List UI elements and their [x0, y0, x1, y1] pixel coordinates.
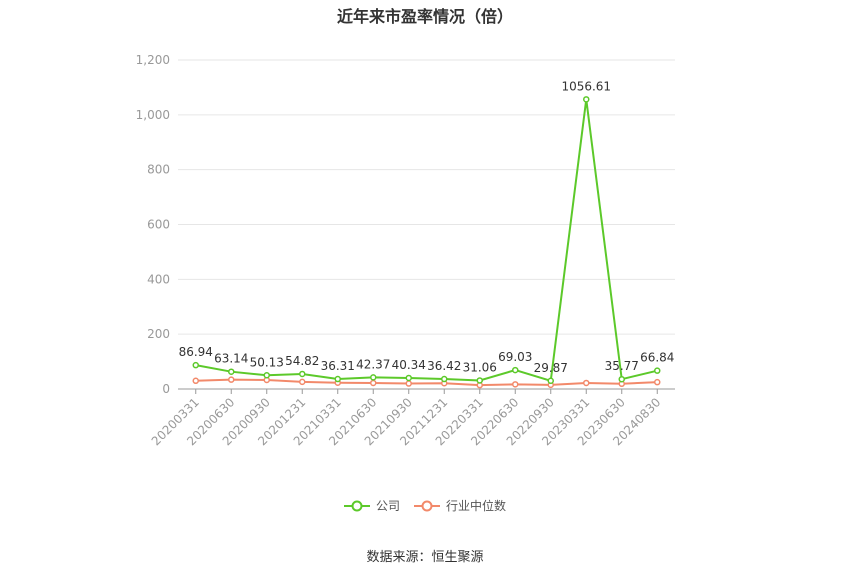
point-company[interactable] [512, 366, 519, 374]
data-label-company: 31.06 [463, 360, 497, 374]
point-company[interactable] [299, 370, 306, 378]
point-company[interactable] [654, 367, 661, 374]
point-industry-median[interactable] [512, 381, 519, 388]
data-label-company: 69.03 [498, 350, 532, 364]
point-industry-median[interactable] [654, 378, 661, 386]
point-company[interactable] [263, 372, 270, 379]
data-label-company: 50.13 [250, 355, 284, 369]
y-tick-label: 800 [147, 163, 170, 177]
point-company[interactable] [441, 375, 448, 383]
y-tick-label: 0 [162, 382, 170, 396]
y-tick-label: 1,000 [136, 108, 170, 122]
series-lines [192, 96, 661, 389]
legend-industry-marker [414, 500, 440, 511]
point-company[interactable] [192, 361, 199, 369]
data-label-company: 63.14 [214, 352, 248, 366]
data-label-company: 54.82 [285, 354, 319, 368]
point-company[interactable] [476, 377, 483, 384]
y-tick-label: 200 [147, 327, 170, 341]
legend-company-label: 公司 [375, 499, 400, 513]
data-label-company: 86.94 [179, 345, 213, 359]
axes: 02004006008001,0001,20020200331202006302… [136, 53, 675, 448]
series-line-company [195, 99, 658, 383]
y-tick-label: 600 [147, 218, 170, 232]
legend-item-company[interactable]: 公司 [343, 497, 400, 514]
point-industry-median[interactable] [405, 380, 412, 387]
legend-industry-label: 行业中位数 [446, 499, 507, 513]
point-company[interactable] [547, 377, 554, 385]
data-label-company: 1056.61 [561, 79, 611, 93]
series-line-industry-median [195, 378, 658, 387]
data-label-company: 29.87 [534, 361, 568, 375]
grid-lines [178, 59, 675, 335]
legend-item-industry-median[interactable]: 行业中位数 [414, 497, 506, 514]
data-label-company: 36.42 [427, 359, 461, 373]
point-company[interactable] [334, 375, 341, 383]
data-label-company: 35.77 [605, 359, 639, 373]
point-company[interactable] [370, 374, 377, 381]
y-tick-label: 400 [147, 272, 170, 286]
legend-company-marker [343, 500, 370, 511]
point-industry-median[interactable] [228, 376, 235, 383]
data-label-company: 66.84 [640, 351, 674, 365]
point-industry-median[interactable] [370, 379, 377, 387]
point-industry-median[interactable] [192, 377, 199, 385]
data-label-company: 42.37 [356, 357, 390, 371]
point-company[interactable] [405, 374, 412, 382]
data-source: 数据来源：恒生聚源 [366, 550, 484, 565]
point-industry-median[interactable] [299, 378, 306, 386]
point-industry-median[interactable] [583, 379, 590, 387]
point-company[interactable] [583, 96, 590, 103]
y-tick-label: 1,200 [136, 53, 170, 67]
data-label-company: 36.31 [321, 359, 355, 373]
point-company[interactable] [618, 375, 625, 383]
data-label-company: 40.34 [392, 358, 426, 372]
legend: 公司 行业中位数 [0, 497, 850, 514]
chart-title: 近年来市盈率情况（倍） [336, 7, 513, 26]
data-labels: 86.94 63.14 50.13 54.82 36.31 42.37 40.34 36.42… [179, 79, 675, 374]
point-company[interactable] [228, 368, 235, 375]
